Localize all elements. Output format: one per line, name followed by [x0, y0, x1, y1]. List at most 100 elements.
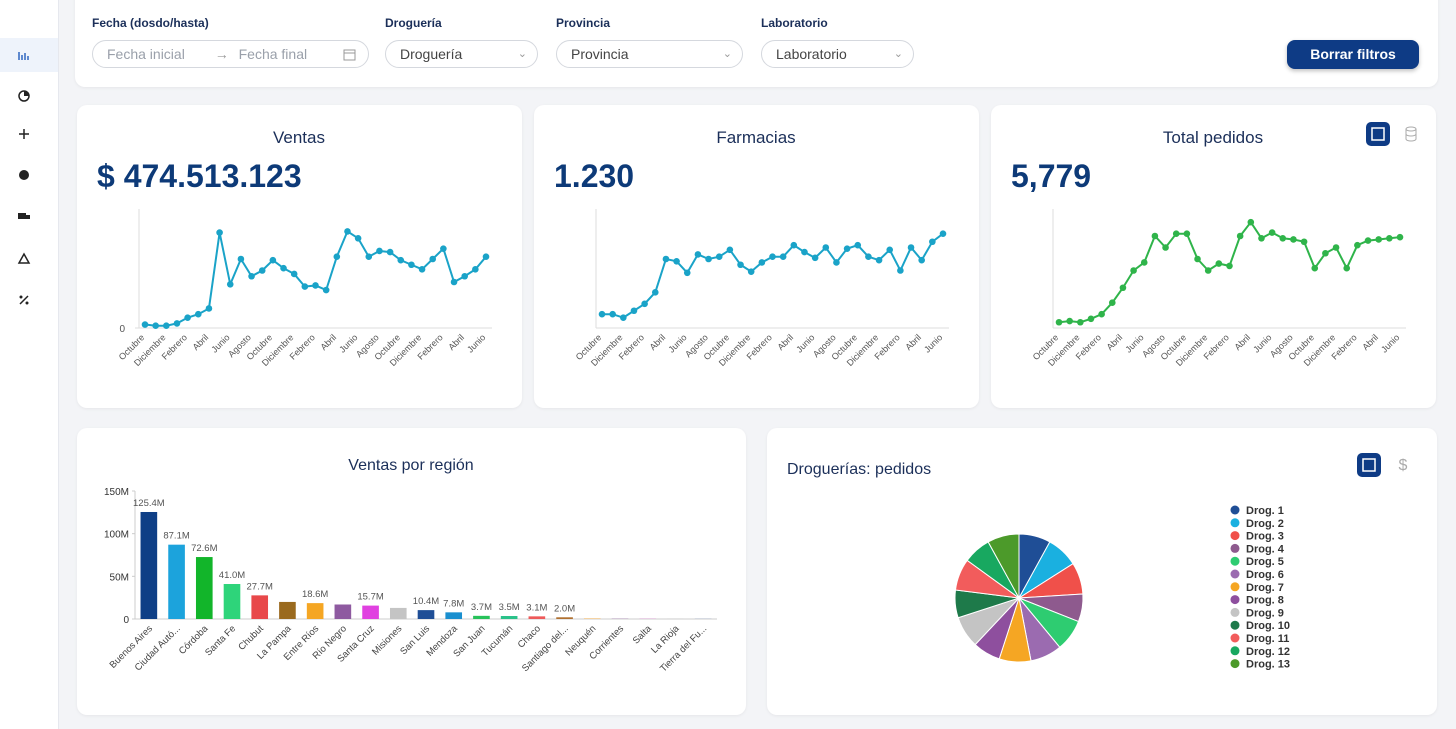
select-value: Laboratorio — [776, 46, 847, 62]
point — [141, 321, 149, 328]
clear-filters-button[interactable]: Borrar filtros — [1287, 40, 1419, 69]
point — [833, 259, 840, 266]
x-tick-label: Salta — [631, 623, 655, 647]
legend-swatch — [1230, 659, 1240, 669]
point — [1332, 244, 1340, 251]
chart-title: Total pedidos — [1163, 128, 1263, 147]
point — [322, 286, 330, 294]
point — [1204, 267, 1212, 274]
legend-label: Drog. 6 — [1246, 569, 1284, 581]
chart-title: Ventas — [273, 128, 325, 147]
table-toggle[interactable] — [1366, 122, 1390, 146]
legend-label: Drog. 10 — [1246, 620, 1290, 632]
drogueria-select[interactable]: Droguería ⌄ — [385, 40, 538, 68]
data-label: 72.6M — [191, 543, 217, 554]
point — [918, 256, 925, 264]
card: Total pedidos 5,779 Octubre Diciembre Febrer… — [991, 105, 1436, 408]
x-tick-label: Abril — [1105, 332, 1125, 352]
point — [1151, 232, 1159, 240]
legend-label: Drog. 2 — [1246, 518, 1284, 530]
nav-icon[interactable] — [17, 209, 31, 223]
point — [482, 253, 490, 260]
legend-swatch — [1230, 569, 1240, 579]
provincia-select[interactable]: Provincia ⌄ — [556, 40, 743, 68]
point — [1066, 317, 1073, 325]
point — [1322, 249, 1329, 257]
bar — [306, 603, 324, 619]
legend-label: Drog. 8 — [1246, 595, 1284, 607]
x-tick-label: Abril — [446, 332, 466, 352]
point — [1375, 236, 1382, 243]
point — [683, 269, 691, 277]
kpi-value: $ 474.513.123 — [97, 158, 302, 194]
select-value: Droguería — [400, 46, 463, 62]
point — [290, 270, 298, 278]
select-value: Provincia — [571, 46, 629, 62]
point — [694, 251, 702, 258]
nav-icon[interactable] — [17, 293, 31, 307]
bar — [362, 605, 379, 619]
bar — [140, 511, 158, 619]
point — [1194, 255, 1201, 263]
point — [865, 253, 872, 260]
y-tick-label: 50M — [110, 572, 129, 583]
line — [602, 232, 944, 319]
point — [333, 253, 341, 260]
point — [939, 230, 947, 237]
table-toggle[interactable] — [1357, 453, 1381, 477]
bar — [417, 610, 435, 619]
nav-icon[interactable] — [17, 127, 31, 141]
point — [854, 241, 862, 249]
x-tick-label: Junio — [465, 332, 487, 354]
point — [1215, 260, 1223, 267]
point — [194, 310, 202, 318]
db-toggle[interactable] — [1405, 126, 1417, 132]
pie-slice — [987, 533, 1020, 599]
point — [747, 268, 755, 275]
point — [790, 241, 798, 249]
nav-icon[interactable] — [17, 89, 31, 103]
point — [886, 246, 894, 254]
point — [1311, 264, 1319, 272]
filter-label: Fecha (dosdo/hasta) — [92, 16, 209, 30]
nav-icon[interactable] — [17, 48, 31, 62]
point — [801, 248, 808, 256]
sidebar — [0, 0, 59, 729]
laboratorio-select[interactable]: Laboratorio ⌄ — [761, 40, 914, 68]
point — [152, 322, 159, 329]
currency-toggle[interactable]: $ — [1399, 457, 1408, 474]
point — [386, 248, 394, 256]
point — [1140, 259, 1148, 266]
bar — [279, 601, 296, 619]
data-label: 10.4M — [413, 596, 439, 607]
point — [237, 255, 245, 263]
point — [1258, 235, 1265, 242]
point — [843, 245, 851, 252]
chart: Ventas por región050M100M150M125.4MBueno… — [104, 457, 717, 675]
legend-label: Drog. 5 — [1246, 556, 1284, 568]
legend-label: Drog. 4 — [1246, 543, 1285, 555]
point — [1172, 230, 1180, 237]
chart: Total pedidos5,779OctubreDiciembreFebrer… — [1011, 122, 1417, 368]
point — [226, 281, 234, 288]
x-tick-label: Abril — [318, 332, 338, 352]
x-tick-label: Santa Fe — [203, 623, 238, 658]
legend-swatch — [1230, 505, 1240, 515]
date-range-input[interactable]: Fecha inicial → Fecha final — [92, 40, 369, 68]
bar — [500, 616, 518, 619]
point — [216, 229, 223, 236]
bar — [528, 616, 546, 619]
nav-icon[interactable] — [17, 168, 31, 182]
chevron: ⌄ — [893, 48, 903, 60]
legend-swatch — [1230, 531, 1240, 541]
nav-icon[interactable] — [17, 251, 31, 265]
calendar-icon — [343, 49, 356, 61]
point — [450, 278, 458, 286]
point — [769, 253, 776, 260]
point — [397, 256, 405, 264]
point — [461, 272, 468, 280]
point — [620, 314, 627, 321]
point — [673, 258, 680, 265]
point — [1354, 241, 1361, 249]
